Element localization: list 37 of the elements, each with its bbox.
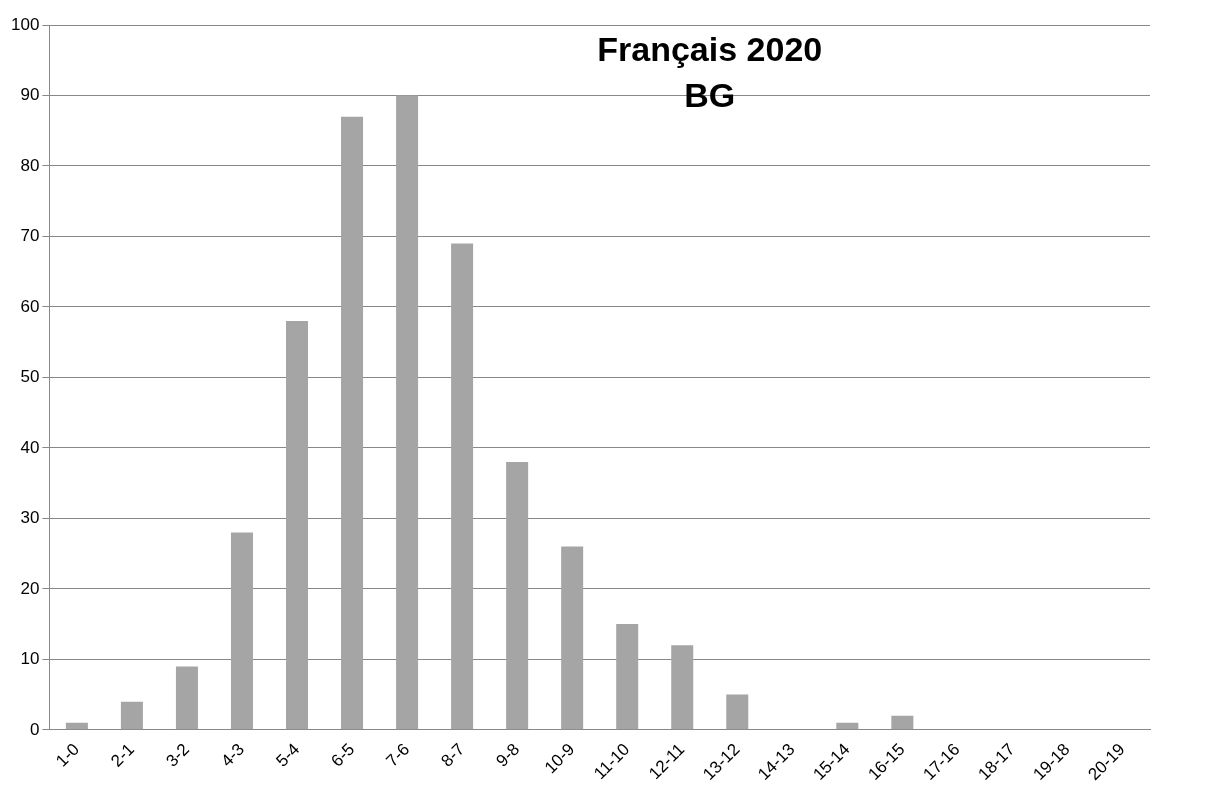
bar [726, 694, 749, 730]
y-tick-label: 10 [20, 649, 40, 669]
bar [671, 645, 694, 730]
x-tick-label: 4-3 [217, 739, 249, 771]
bar [451, 243, 474, 730]
bar [891, 715, 914, 730]
y-tick-label: 40 [20, 437, 40, 457]
y-tick-label: 100 [10, 14, 40, 34]
y-tick-label: 70 [20, 226, 40, 246]
text: BG [684, 76, 736, 115]
y-tick-label: 0 [29, 719, 40, 739]
y-tick-label: 50 [20, 367, 40, 387]
x-tick-label: 3-2 [162, 739, 194, 771]
bar [341, 116, 364, 730]
bar [175, 666, 198, 730]
x-tick-label: 2-1 [107, 739, 139, 771]
y-tick-label: 30 [20, 508, 40, 528]
bar [286, 321, 309, 730]
x-tick-label: 6-5 [327, 739, 359, 771]
bar [616, 624, 639, 730]
bar [65, 722, 88, 730]
chart-title: Français 2020 [597, 30, 823, 69]
bar [396, 95, 419, 730]
y-tick-label: 90 [20, 85, 40, 105]
y-tick-label: 20 [20, 578, 40, 598]
x-tick-label: 1-0 [52, 739, 84, 771]
bar [230, 532, 253, 730]
y-tick-label: 80 [20, 155, 40, 175]
bar [506, 462, 529, 730]
x-tick-label: 7-6 [382, 739, 414, 771]
bar [836, 722, 859, 730]
x-tick-label: 9-8 [492, 739, 524, 771]
y-tick-label: 60 [20, 296, 40, 316]
bar [120, 701, 143, 730]
bar [561, 546, 584, 730]
x-tick-label: 5-4 [272, 739, 304, 771]
x-tick-label: 8-7 [437, 739, 469, 771]
